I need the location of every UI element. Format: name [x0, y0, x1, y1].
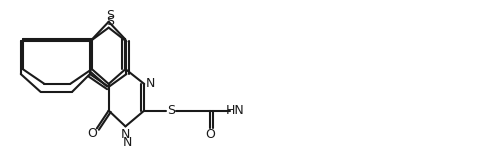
Text: N: N	[120, 128, 130, 141]
Text: S: S	[106, 15, 113, 28]
Text: O: O	[205, 128, 215, 141]
Text: S: S	[106, 9, 113, 22]
Text: O: O	[87, 127, 96, 140]
Text: HN: HN	[225, 104, 244, 117]
Text: N: N	[122, 136, 132, 149]
Text: N: N	[145, 77, 155, 90]
Text: S: S	[167, 104, 175, 117]
